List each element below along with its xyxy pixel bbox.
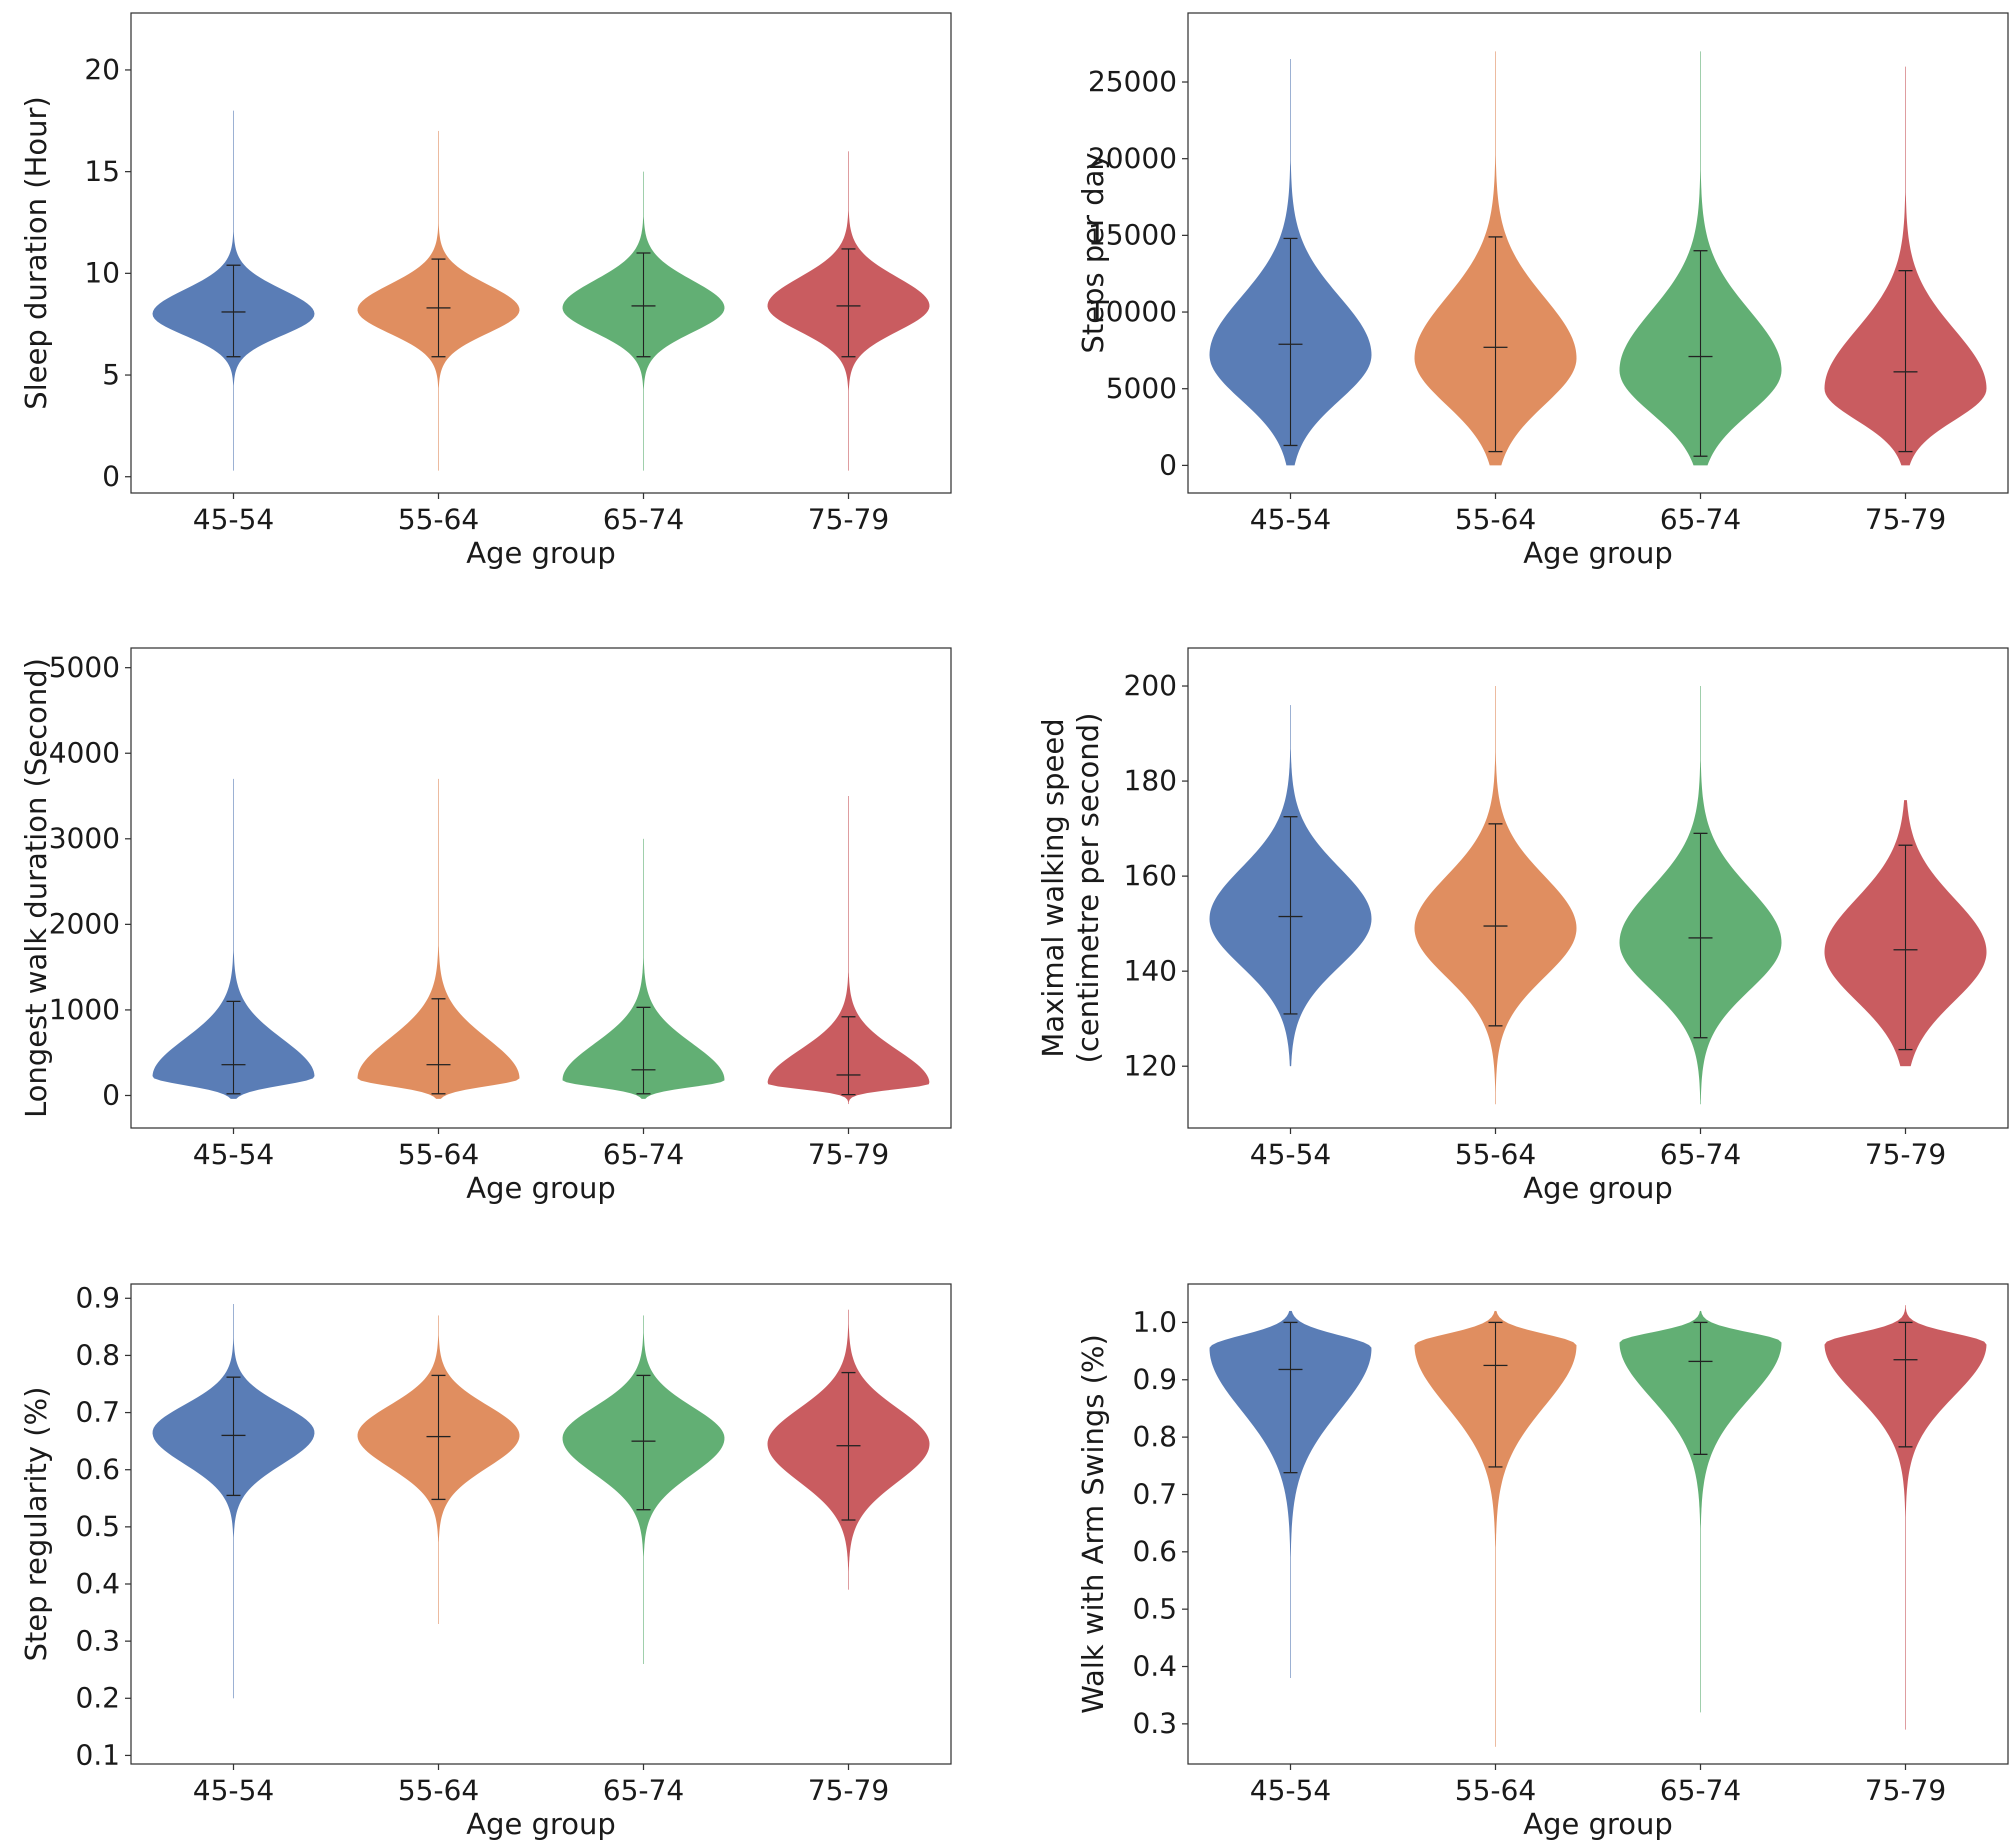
y-tick-label-arm-swings: 0.8 (1132, 1421, 1177, 1454)
x-tick-label-longest-walk: 45-54 (193, 1138, 274, 1171)
x-tick-label-steps: 75-79 (1865, 504, 1946, 536)
violin-longest-walk-65-74 (562, 838, 724, 1099)
axes-frame-walking-speed (1187, 647, 2009, 1129)
x-tick-label-sleep: 75-79 (808, 504, 890, 536)
x-axis-label-step-regularity: Age group (466, 1807, 616, 1841)
violin-arm-swings-45-54 (1210, 1310, 1372, 1678)
x-tick-label-arm-swings: 55-64 (1455, 1774, 1536, 1807)
x-tick-label-step-regularity: 75-79 (808, 1774, 890, 1807)
y-tick-label-walking-speed: 160 (1124, 860, 1177, 892)
y-tick-label-arm-swings: 0.9 (1132, 1364, 1177, 1396)
x-tick-label-walking-speed: 65-74 (1660, 1138, 1742, 1171)
y-tick-label-sleep: 5 (102, 359, 120, 392)
axes-frame-step-regularity (130, 1283, 952, 1765)
y-tick-label-walking-speed: 140 (1124, 955, 1177, 988)
x-tick-label-longest-walk: 75-79 (808, 1138, 890, 1171)
y-tick-label-step-regularity: 0.6 (76, 1454, 120, 1486)
x-tick-label-steps: 55-64 (1455, 504, 1536, 536)
chart-panel-longest-walk: 0 1000 2000 3000 4000 5000 45-54 55-64 65-74 75-7… (19, 647, 952, 1205)
x-axis-label-steps: Age group (1523, 536, 1672, 570)
y-axis-label-arm-swings: Walk with Arm Swings (%) (1076, 1334, 1110, 1714)
y-tick-label-step-regularity: 0.5 (76, 1510, 120, 1543)
x-tick-label-arm-swings: 65-74 (1660, 1774, 1742, 1807)
chart-panel-arm-swings: 0.3 0.4 0.5 0.6 0.7 0.8 0.9 1.0 45-54 55-64 65-74 7… (1076, 1283, 2009, 1841)
y-tick-label-sleep: 15 (84, 156, 120, 188)
x-axis-label-arm-swings: Age group (1523, 1807, 1672, 1841)
y-tick-label-longest-walk: 2000 (48, 908, 120, 940)
y-tick-label-longest-walk: 4000 (48, 737, 120, 770)
x-tick-label-sleep: 45-54 (193, 504, 274, 536)
x-tick-label-step-regularity: 55-64 (398, 1774, 480, 1807)
x-tick-label-walking-speed: 75-79 (1865, 1138, 1946, 1171)
y-tick-label-longest-walk: 1000 (48, 994, 120, 1026)
x-tick-label-step-regularity: 45-54 (193, 1774, 274, 1807)
x-tick-label-arm-swings: 45-54 (1250, 1774, 1332, 1807)
violin-arm-swings-75-79 (1824, 1305, 1986, 1730)
y-tick-label-step-regularity: 0.3 (76, 1625, 120, 1658)
y-tick-label-steps: 0 (1159, 449, 1177, 482)
y-tick-label-arm-swings: 0.5 (1132, 1593, 1177, 1626)
x-axis-label-sleep: Age group (466, 536, 616, 570)
y-tick-label-arm-swings: 0.6 (1132, 1536, 1177, 1568)
x-tick-label-steps: 45-54 (1250, 504, 1332, 536)
y-tick-label-step-regularity: 0.8 (76, 1339, 120, 1372)
y-tick-label-step-regularity: 0.4 (76, 1568, 120, 1600)
x-tick-label-sleep: 55-64 (398, 504, 480, 536)
x-tick-label-steps: 65-74 (1660, 504, 1742, 536)
x-axis-label-longest-walk: Age group (466, 1171, 616, 1205)
chart-panel-walking-speed: 120 140 160 180 200 45-54 55-64 65-74 75-79 Age g… (1036, 647, 2009, 1205)
x-tick-label-walking-speed: 55-64 (1455, 1138, 1536, 1171)
y-axis-label-steps: Steps per day (1076, 152, 1110, 354)
y-axis-label-walking-speed: (centimetre per second) (1071, 712, 1105, 1064)
y-tick-label-walking-speed: 120 (1124, 1050, 1177, 1082)
x-tick-label-longest-walk: 65-74 (603, 1138, 684, 1171)
y-tick-label-step-regularity: 0.1 (76, 1739, 120, 1772)
axes-frame-longest-walk (130, 647, 952, 1129)
y-tick-label-steps: 20000 (1088, 142, 1177, 175)
y-tick-label-arm-swings: 0.3 (1132, 1708, 1177, 1740)
chart-panel-steps: 0 5000 10000 15000 20000 25000 45-54 55-64 65-74… (1076, 12, 2009, 570)
y-tick-label-walking-speed: 180 (1124, 765, 1177, 798)
x-tick-label-arm-swings: 75-79 (1865, 1774, 1946, 1807)
axes-frame-sleep (130, 12, 952, 494)
y-tick-label-steps: 5000 (1106, 372, 1177, 405)
y-axis-label-step-regularity: Step regularity (%) (19, 1386, 53, 1662)
chart-panel-sleep: 0 5 10 15 20 45-54 55-64 65-74 75-79 Age group Sle… (19, 12, 952, 570)
y-tick-label-step-regularity: 0.7 (76, 1396, 120, 1429)
y-tick-label-steps: 25000 (1088, 66, 1177, 98)
y-tick-label-longest-walk: 0 (102, 1079, 120, 1112)
y-tick-label-sleep: 20 (84, 54, 120, 86)
y-tick-label-sleep: 10 (84, 257, 120, 290)
y-tick-label-arm-swings: 0.7 (1132, 1478, 1177, 1510)
x-tick-label-sleep: 65-74 (603, 504, 684, 536)
y-tick-label-walking-speed: 200 (1124, 670, 1177, 702)
x-tick-label-longest-walk: 55-64 (398, 1138, 480, 1171)
y-tick-label-arm-swings: 0.4 (1132, 1650, 1177, 1683)
y-tick-label-longest-walk: 3000 (48, 822, 120, 855)
violin-longest-walk-55-64 (358, 778, 520, 1099)
violin-longest-walk-75-79 (768, 796, 930, 1104)
y-axis-label-sleep: Sleep duration (Hour) (19, 96, 53, 410)
y-tick-label-step-regularity: 0.2 (76, 1682, 120, 1714)
y-tick-label-longest-walk: 5000 (48, 652, 120, 684)
y-tick-label-steps: 10000 (1088, 296, 1177, 328)
y-tick-label-arm-swings: 1.0 (1132, 1306, 1177, 1338)
y-tick-label-steps: 15000 (1088, 219, 1177, 252)
x-tick-label-walking-speed: 45-54 (1250, 1138, 1332, 1171)
x-tick-label-step-regularity: 65-74 (603, 1774, 684, 1807)
y-axis-label-longest-walk: Longest walk duration (Second) (19, 658, 53, 1118)
axes-frame-steps (1187, 12, 2009, 494)
violin-arm-swings-55-64 (1414, 1310, 1576, 1747)
violin-steps-75-79 (1824, 66, 1986, 466)
y-tick-label-step-regularity: 0.9 (76, 1282, 120, 1314)
violin-arm-swings-65-74 (1620, 1310, 1782, 1712)
violin-step-regularity-45-54 (152, 1304, 314, 1698)
y-tick-label-sleep: 0 (102, 460, 120, 493)
violin-longest-walk-45-54 (152, 778, 314, 1099)
axes-frame-arm-swings (1187, 1283, 2009, 1765)
chart-panel-step-regularity: 0.1 0.2 0.3 0.4 0.5 0.6 0.7 0.8 0.9 45-54 55-64 65-… (19, 1282, 952, 1841)
x-axis-label-walking-speed: Age group (1523, 1171, 1672, 1205)
y-axis-label-walking-speed: Maximal walking speed (1036, 718, 1070, 1058)
